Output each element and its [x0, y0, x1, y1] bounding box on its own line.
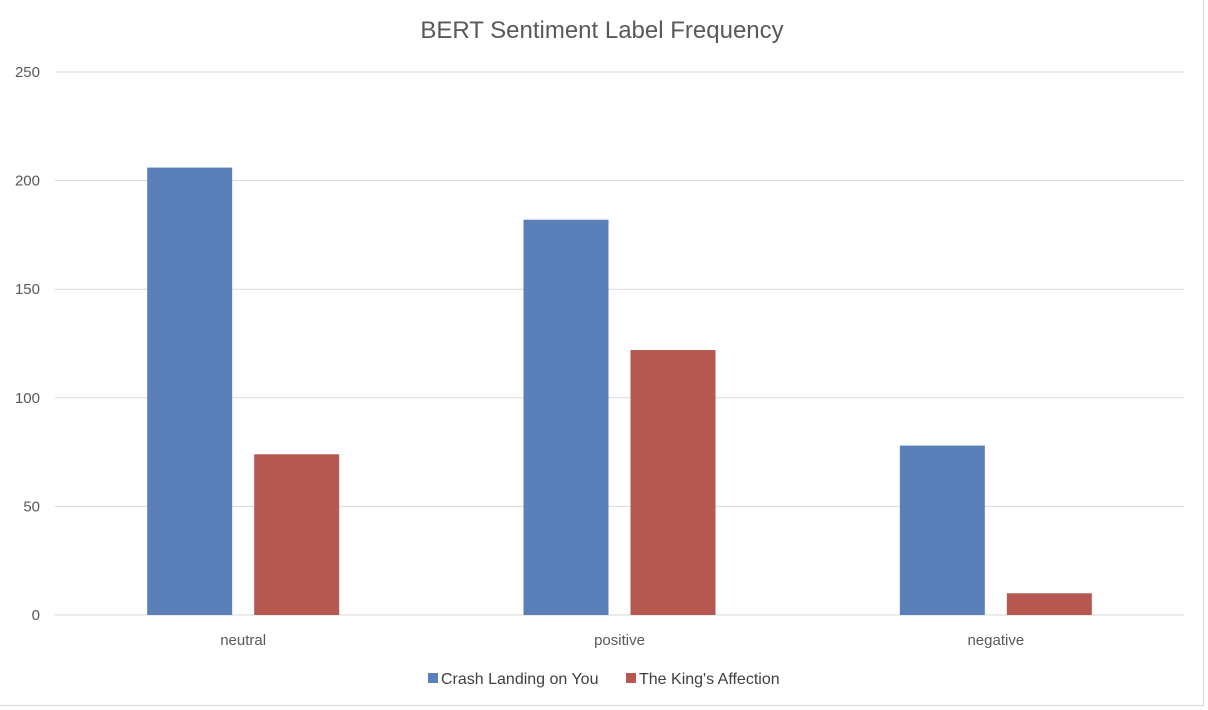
bar-neutral-series-2 — [254, 454, 340, 615]
y-axis-tick-labels: 0 50 100 150 200 250 — [15, 64, 40, 624]
bars — [147, 167, 1092, 616]
y-tick-label: 200 — [15, 173, 40, 190]
legend: Crash Landing on You The King's Affection — [428, 671, 780, 688]
bar-positive-series-2 — [630, 350, 716, 615]
bar-neutral-series-1 — [147, 167, 233, 615]
x-category-label: negative — [967, 632, 1024, 649]
y-tick-label: 150 — [15, 281, 40, 298]
x-axis-category-labels: neutral positive negative — [220, 632, 1024, 649]
legend-swatch — [428, 673, 438, 683]
legend-swatch — [626, 673, 636, 683]
frame-edge — [1204, 0, 1208, 708]
gridlines — [55, 71, 1184, 616]
x-category-label: neutral — [220, 632, 266, 649]
legend-label: The King's Affection — [639, 671, 780, 688]
y-tick-label: 100 — [15, 390, 40, 407]
bar-positive-series-1 — [523, 219, 609, 616]
y-tick-label: 50 — [23, 498, 40, 515]
x-category-label: positive — [594, 632, 645, 649]
bar-negative-series-2 — [1006, 593, 1092, 615]
bar-negative-series-1 — [899, 445, 985, 615]
chart-title: BERT Sentiment Label Frequency — [420, 17, 783, 44]
y-tick-label: 250 — [15, 64, 40, 81]
legend-label: Crash Landing on You — [441, 671, 598, 688]
y-tick-label: 0 — [32, 607, 40, 624]
